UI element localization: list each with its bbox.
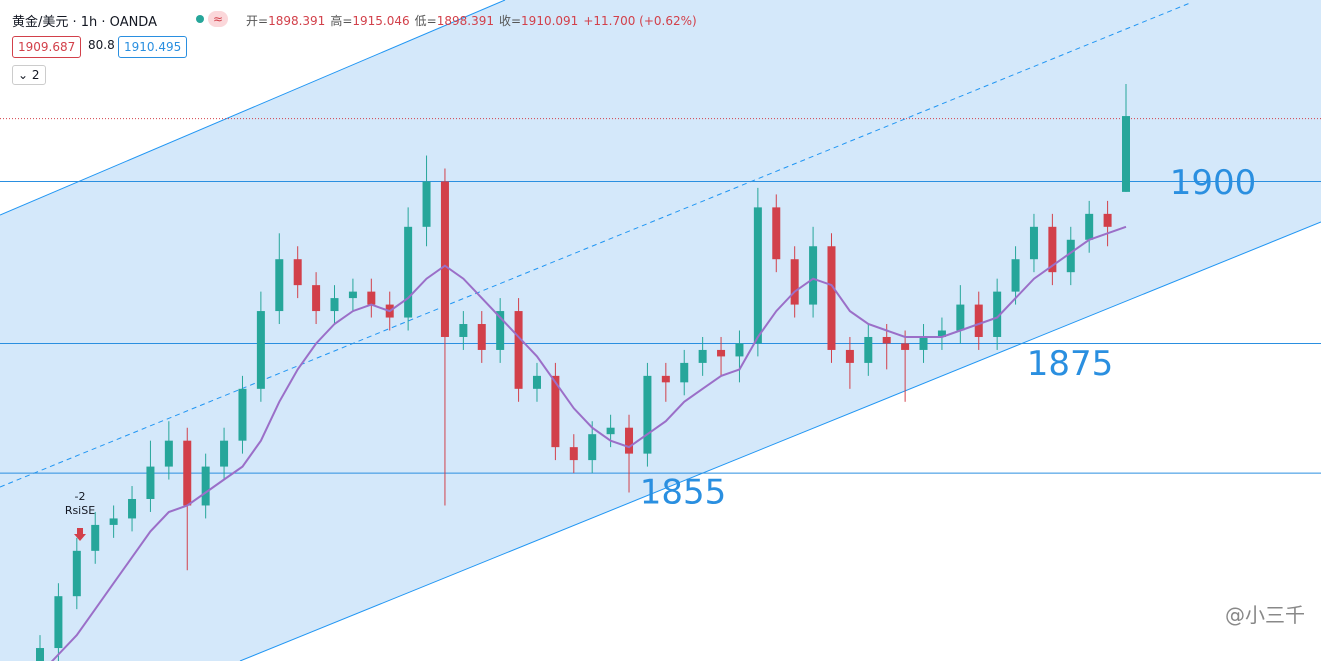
candle-body bbox=[367, 291, 376, 305]
candle-body bbox=[496, 311, 505, 350]
level-label: 1900 bbox=[1170, 163, 1257, 203]
candle-body bbox=[790, 259, 799, 305]
candle-body bbox=[275, 259, 284, 312]
channel-mid bbox=[0, 2, 1191, 488]
candle-body bbox=[256, 311, 265, 389]
status-icons: ≈ bbox=[196, 11, 228, 27]
candle-body bbox=[404, 226, 413, 318]
badge bbox=[208, 11, 228, 27]
change: +11.700 (+0.62%) bbox=[583, 14, 697, 28]
ohlc-value: 1898.391 bbox=[436, 14, 494, 28]
candle-body bbox=[919, 336, 928, 350]
signal-name: RsiSE bbox=[65, 504, 95, 517]
candle-body bbox=[36, 648, 44, 661]
channel-upper bbox=[0, 0, 506, 216]
candle-body bbox=[293, 259, 302, 286]
candle-body bbox=[532, 375, 541, 389]
indicator-count: 2 bbox=[31, 68, 40, 82]
candle-body bbox=[680, 362, 689, 383]
candle-body bbox=[440, 181, 449, 337]
bid-box: 1909.687 bbox=[12, 36, 82, 58]
candle-body bbox=[827, 246, 836, 350]
candle-body bbox=[974, 304, 983, 337]
channel-lower bbox=[239, 221, 1321, 661]
candle-body bbox=[993, 291, 1002, 337]
candle-body bbox=[201, 466, 210, 506]
candle-body bbox=[735, 343, 744, 357]
candle-body bbox=[588, 434, 597, 461]
candle-body bbox=[422, 181, 431, 227]
level-label: 1875 bbox=[1027, 344, 1114, 384]
candle-body bbox=[551, 375, 560, 448]
candle-body bbox=[569, 447, 578, 461]
signal-arrow bbox=[74, 528, 86, 541]
candle-body bbox=[1048, 226, 1057, 273]
candle-body bbox=[753, 207, 762, 344]
candle-body bbox=[956, 304, 965, 331]
status-dot bbox=[196, 15, 204, 23]
candle-body bbox=[348, 291, 357, 299]
candle-body bbox=[146, 466, 155, 499]
candle-body bbox=[661, 375, 670, 383]
candle-body bbox=[164, 440, 173, 467]
candle-body bbox=[238, 388, 247, 441]
candle-body bbox=[1029, 226, 1038, 260]
indicator-toggle[interactable]: ⌄ 2 bbox=[12, 65, 46, 85]
candle-body bbox=[809, 246, 818, 305]
watermark: @小三千 bbox=[1225, 603, 1305, 627]
candle-body bbox=[643, 375, 652, 454]
candle-body bbox=[330, 298, 339, 312]
candle-body bbox=[937, 330, 946, 337]
candle-body bbox=[54, 596, 63, 649]
candle-body bbox=[220, 440, 229, 467]
moving-average bbox=[50, 225, 1127, 661]
candle-body bbox=[606, 427, 615, 435]
candle-body bbox=[717, 349, 726, 357]
spread: 80.8 bbox=[88, 38, 115, 52]
candle-body bbox=[625, 427, 634, 454]
candle-body bbox=[772, 207, 781, 260]
candle-body bbox=[72, 550, 81, 597]
candle-body bbox=[1066, 239, 1075, 273]
ohlc-label: 低= bbox=[414, 14, 437, 28]
level-label: 1855 bbox=[640, 473, 727, 513]
candle-body bbox=[1011, 259, 1020, 292]
ohlc-value: 1910.091 bbox=[521, 14, 579, 28]
ohlc-value: 1915.046 bbox=[352, 14, 410, 28]
candle-body bbox=[91, 524, 100, 551]
candle-body bbox=[1103, 213, 1112, 227]
candle-body bbox=[698, 349, 707, 363]
candle-body bbox=[109, 518, 118, 525]
candle-body bbox=[514, 311, 523, 389]
candle-body bbox=[312, 285, 321, 312]
candle-body bbox=[1085, 213, 1094, 240]
candle-body bbox=[901, 343, 910, 350]
ask-box: 1910.495 bbox=[118, 36, 188, 58]
ohlc-value: 1898.391 bbox=[268, 14, 326, 28]
candle-body bbox=[477, 324, 486, 350]
candle-body bbox=[864, 336, 873, 363]
signal-value: -2 bbox=[75, 490, 86, 503]
ohlc-label: 高= bbox=[330, 14, 353, 28]
badge-icon: ≈ bbox=[213, 12, 223, 26]
ohlc: 开=1898.391 高=1915.046 低=1898.391 收=1910.091… bbox=[246, 12, 697, 29]
candle-body bbox=[128, 498, 137, 519]
symbol: 黄金/美元 · 1h · OANDA bbox=[12, 15, 157, 30]
candle-body bbox=[845, 349, 854, 363]
candle-body bbox=[882, 336, 891, 344]
candle-body bbox=[1122, 116, 1130, 192]
candle-body bbox=[459, 324, 468, 337]
ohlc-label: 开= bbox=[246, 14, 269, 28]
candle-body bbox=[183, 440, 192, 506]
ohlc-label: 收= bbox=[498, 14, 522, 28]
